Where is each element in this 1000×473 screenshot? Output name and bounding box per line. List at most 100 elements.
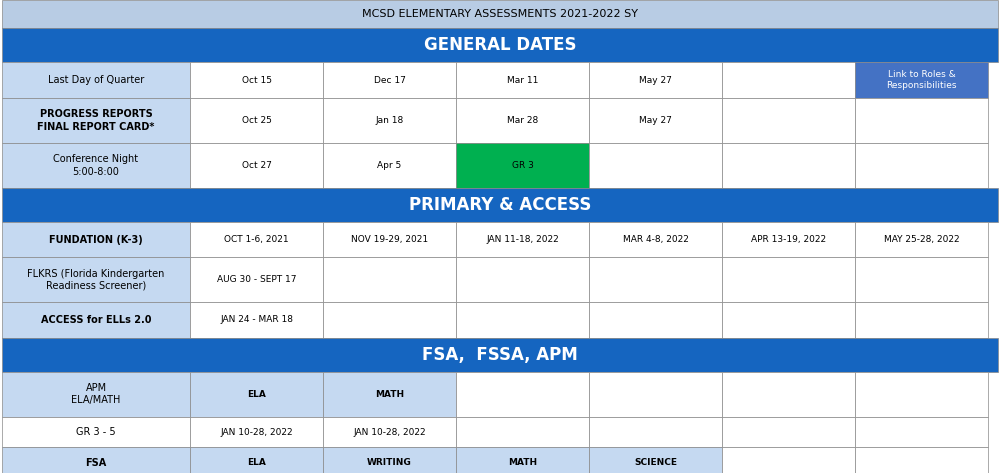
- Text: Oct 27: Oct 27: [242, 161, 271, 170]
- Text: APR 13-19, 2022: APR 13-19, 2022: [751, 235, 826, 244]
- Text: APM
ELA/MATH: APM ELA/MATH: [71, 383, 121, 405]
- Bar: [190, 222, 323, 257]
- Bar: [855, 257, 988, 302]
- Bar: [190, 447, 323, 473]
- Bar: [323, 143, 456, 188]
- Text: JAN 10-28, 2022: JAN 10-28, 2022: [220, 428, 293, 437]
- Bar: [855, 143, 988, 188]
- Text: Last Day of Quarter: Last Day of Quarter: [48, 75, 144, 85]
- Text: Link to Roles &
Responsibilities: Link to Roles & Responsibilities: [886, 70, 957, 90]
- Bar: [190, 302, 323, 338]
- Bar: [2, 338, 998, 372]
- Bar: [722, 222, 855, 257]
- Bar: [722, 302, 855, 338]
- Text: FSA,  FSSA, APM: FSA, FSSA, APM: [422, 346, 578, 364]
- Text: NOV 19-29, 2021: NOV 19-29, 2021: [351, 235, 428, 244]
- Bar: [456, 62, 589, 98]
- Bar: [456, 372, 589, 417]
- Bar: [456, 98, 589, 143]
- Bar: [589, 143, 722, 188]
- Text: ELA: ELA: [247, 390, 266, 399]
- Bar: [190, 143, 323, 188]
- Text: FSA: FSA: [85, 458, 107, 468]
- Text: PROGRESS REPORTS
FINAL REPORT CARD*: PROGRESS REPORTS FINAL REPORT CARD*: [37, 109, 155, 131]
- Bar: [589, 98, 722, 143]
- Text: ELA: ELA: [247, 458, 266, 467]
- Text: Apr 5: Apr 5: [377, 161, 402, 170]
- Text: JAN 24 - MAR 18: JAN 24 - MAR 18: [220, 315, 293, 324]
- Bar: [2, 222, 190, 257]
- Bar: [323, 98, 456, 143]
- Text: MAY 25-28, 2022: MAY 25-28, 2022: [884, 235, 959, 244]
- Bar: [323, 447, 456, 473]
- Text: AUG 30 - SEPT 17: AUG 30 - SEPT 17: [217, 275, 296, 284]
- Bar: [722, 98, 855, 143]
- Bar: [2, 417, 190, 447]
- Bar: [323, 302, 456, 338]
- Bar: [722, 447, 855, 473]
- Text: Oct 25: Oct 25: [242, 116, 271, 125]
- Bar: [722, 372, 855, 417]
- Text: Dec 17: Dec 17: [374, 76, 405, 85]
- Text: MATH: MATH: [375, 390, 404, 399]
- Bar: [722, 143, 855, 188]
- Bar: [855, 372, 988, 417]
- Bar: [722, 257, 855, 302]
- Bar: [722, 62, 855, 98]
- Bar: [589, 447, 722, 473]
- Bar: [190, 98, 323, 143]
- Bar: [2, 0, 998, 28]
- Bar: [589, 372, 722, 417]
- Bar: [855, 447, 988, 473]
- Bar: [2, 62, 190, 98]
- Text: Mar 11: Mar 11: [507, 76, 538, 85]
- Bar: [323, 257, 456, 302]
- Bar: [2, 143, 190, 188]
- Bar: [855, 98, 988, 143]
- Text: Oct 15: Oct 15: [242, 76, 272, 85]
- Bar: [456, 417, 589, 447]
- Text: FLKRS (Florida Kindergarten
Readiness Screener): FLKRS (Florida Kindergarten Readiness Sc…: [27, 269, 165, 291]
- Bar: [855, 417, 988, 447]
- Text: GR 3 - 5: GR 3 - 5: [76, 427, 116, 437]
- Bar: [2, 28, 998, 62]
- Text: JAN 11-18, 2022: JAN 11-18, 2022: [486, 235, 559, 244]
- Bar: [2, 257, 190, 302]
- Text: MAR 4-8, 2022: MAR 4-8, 2022: [623, 235, 688, 244]
- Bar: [456, 302, 589, 338]
- Text: Mar 28: Mar 28: [507, 116, 538, 125]
- Bar: [589, 417, 722, 447]
- Bar: [323, 62, 456, 98]
- Bar: [589, 302, 722, 338]
- Text: PRIMARY & ACCESS: PRIMARY & ACCESS: [409, 196, 591, 214]
- Bar: [589, 222, 722, 257]
- Bar: [855, 302, 988, 338]
- Bar: [323, 417, 456, 447]
- Text: GENERAL DATES: GENERAL DATES: [424, 36, 576, 54]
- Bar: [190, 372, 323, 417]
- Bar: [589, 257, 722, 302]
- Bar: [2, 447, 190, 473]
- Text: JAN 10-28, 2022: JAN 10-28, 2022: [353, 428, 426, 437]
- Bar: [323, 372, 456, 417]
- Text: OCT 1-6, 2021: OCT 1-6, 2021: [224, 235, 289, 244]
- Text: GR 3: GR 3: [512, 161, 533, 170]
- Text: May 27: May 27: [639, 76, 672, 85]
- Text: MCSD ELEMENTARY ASSESSMENTS 2021-2022 SY: MCSD ELEMENTARY ASSESSMENTS 2021-2022 SY: [362, 9, 638, 19]
- Text: SCIENCE: SCIENCE: [634, 458, 677, 467]
- Bar: [2, 188, 998, 222]
- Bar: [855, 222, 988, 257]
- Bar: [589, 62, 722, 98]
- Bar: [456, 447, 589, 473]
- Bar: [722, 417, 855, 447]
- Bar: [456, 143, 589, 188]
- Text: FUNDATION (K-3): FUNDATION (K-3): [49, 235, 143, 245]
- Bar: [190, 257, 323, 302]
- Text: May 27: May 27: [639, 116, 672, 125]
- Bar: [190, 417, 323, 447]
- Text: MATH: MATH: [508, 458, 537, 467]
- Bar: [2, 372, 190, 417]
- Text: WRITING: WRITING: [367, 458, 412, 467]
- Bar: [2, 98, 190, 143]
- Text: Conference Night
5:00-8:00: Conference Night 5:00-8:00: [53, 154, 139, 176]
